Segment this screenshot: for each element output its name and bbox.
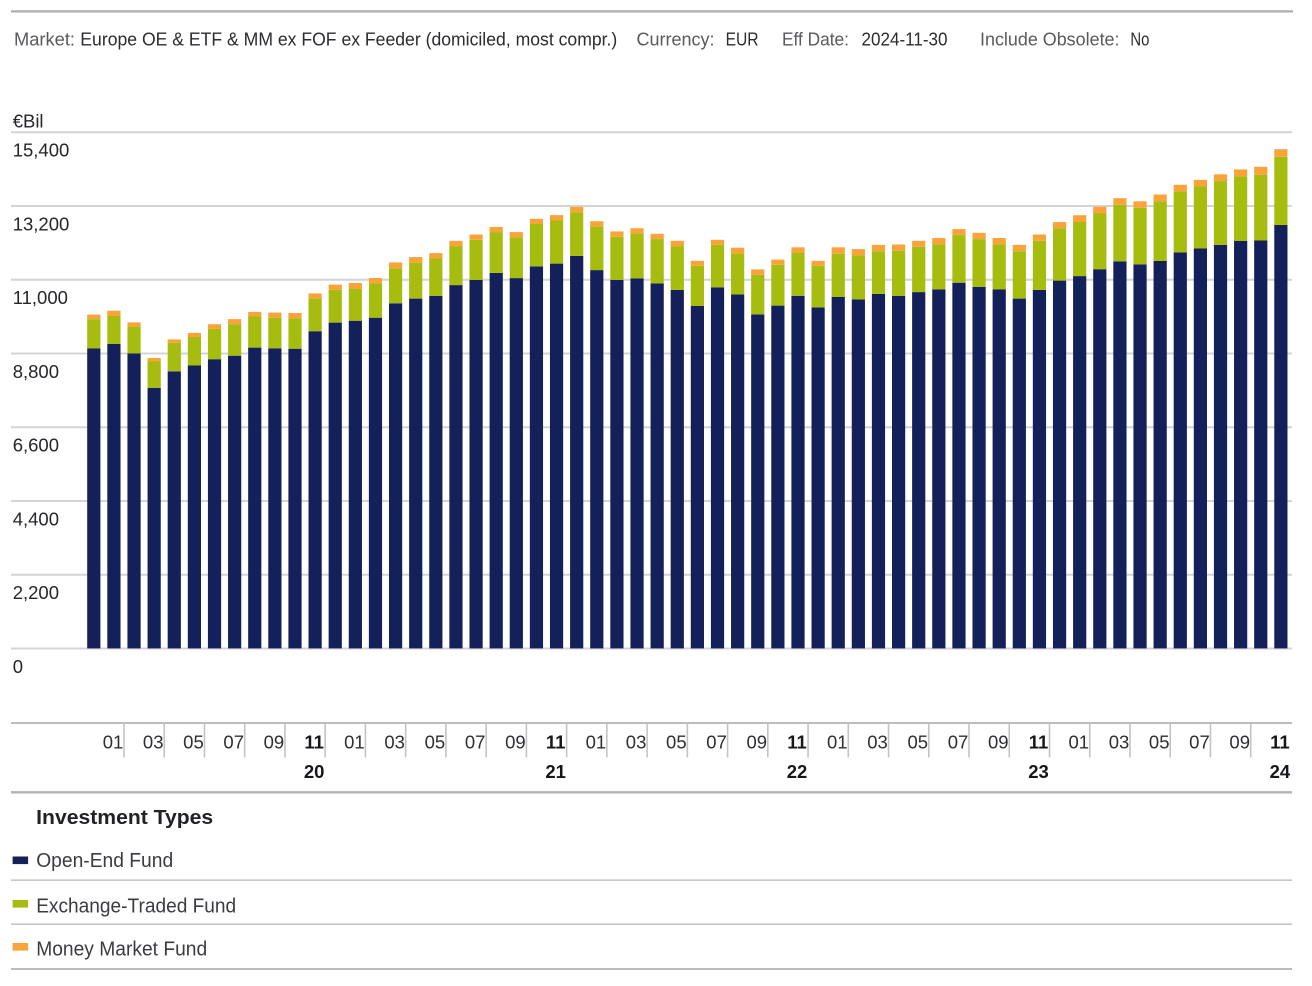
- svg-text:Include Obsolete:: Include Obsolete:: [980, 29, 1120, 50]
- svg-text:05: 05: [1149, 732, 1170, 753]
- svg-text:0: 0: [13, 656, 23, 677]
- svg-text:03: 03: [1109, 732, 1130, 753]
- svg-text:21: 21: [545, 761, 566, 782]
- svg-text:03: 03: [143, 732, 164, 753]
- svg-text:09: 09: [264, 732, 285, 753]
- svg-text:07: 07: [1189, 732, 1210, 753]
- svg-text:Currency:: Currency:: [637, 29, 715, 50]
- svg-text:07: 07: [465, 732, 486, 753]
- svg-text:22: 22: [787, 761, 808, 782]
- svg-text:07: 07: [948, 732, 969, 753]
- svg-text:07: 07: [223, 732, 244, 753]
- svg-text:2024-11-30: 2024-11-30: [862, 29, 948, 50]
- svg-text:11: 11: [304, 732, 324, 753]
- svg-text:09: 09: [1229, 732, 1250, 753]
- svg-text:09: 09: [505, 732, 526, 753]
- svg-text:11,000: 11,000: [13, 287, 68, 308]
- svg-text:05: 05: [183, 732, 204, 753]
- svg-text:07: 07: [706, 732, 727, 753]
- svg-text:Open-End Fund: Open-End Fund: [36, 850, 173, 872]
- svg-text:03: 03: [626, 732, 647, 753]
- svg-text:13,200: 13,200: [13, 213, 70, 234]
- svg-text:Europe OE & ETF & MM ex FOF ex: Europe OE & ETF & MM ex FOF ex Feeder (d…: [80, 29, 617, 50]
- svg-text:01: 01: [586, 732, 607, 753]
- svg-text:Eff Date:: Eff Date:: [782, 29, 849, 50]
- svg-text:23: 23: [1028, 761, 1049, 782]
- svg-text:Exchange-Traded Fund: Exchange-Traded Fund: [36, 895, 236, 917]
- svg-text:Market:: Market:: [14, 29, 75, 50]
- svg-text:4,400: 4,400: [13, 508, 59, 529]
- svg-text:11: 11: [787, 732, 807, 753]
- svg-text:01: 01: [1068, 732, 1089, 753]
- svg-text:€Bil: €Bil: [13, 111, 44, 132]
- svg-text:No: No: [1130, 29, 1149, 50]
- svg-text:8,800: 8,800: [13, 361, 59, 382]
- svg-text:05: 05: [666, 732, 687, 753]
- svg-text:05: 05: [907, 732, 928, 753]
- svg-text:03: 03: [867, 732, 888, 753]
- svg-text:11: 11: [1029, 732, 1049, 753]
- svg-text:11: 11: [546, 732, 566, 753]
- svg-text:09: 09: [988, 732, 1009, 753]
- svg-text:03: 03: [384, 732, 405, 753]
- svg-text:Money Market Fund: Money Market Fund: [36, 939, 207, 961]
- svg-text:2,200: 2,200: [13, 582, 59, 603]
- svg-text:20: 20: [304, 761, 325, 782]
- svg-text:6,600: 6,600: [13, 435, 59, 456]
- svg-text:11: 11: [1270, 732, 1290, 753]
- svg-text:01: 01: [344, 732, 365, 753]
- svg-text:09: 09: [747, 732, 768, 753]
- svg-text:15,400: 15,400: [13, 140, 70, 161]
- svg-text:Investment Types: Investment Types: [36, 807, 213, 829]
- svg-text:05: 05: [425, 732, 446, 753]
- svg-text:24: 24: [1270, 761, 1291, 782]
- svg-text:EUR: EUR: [726, 29, 759, 50]
- svg-text:01: 01: [103, 732, 124, 753]
- svg-text:01: 01: [827, 732, 848, 753]
